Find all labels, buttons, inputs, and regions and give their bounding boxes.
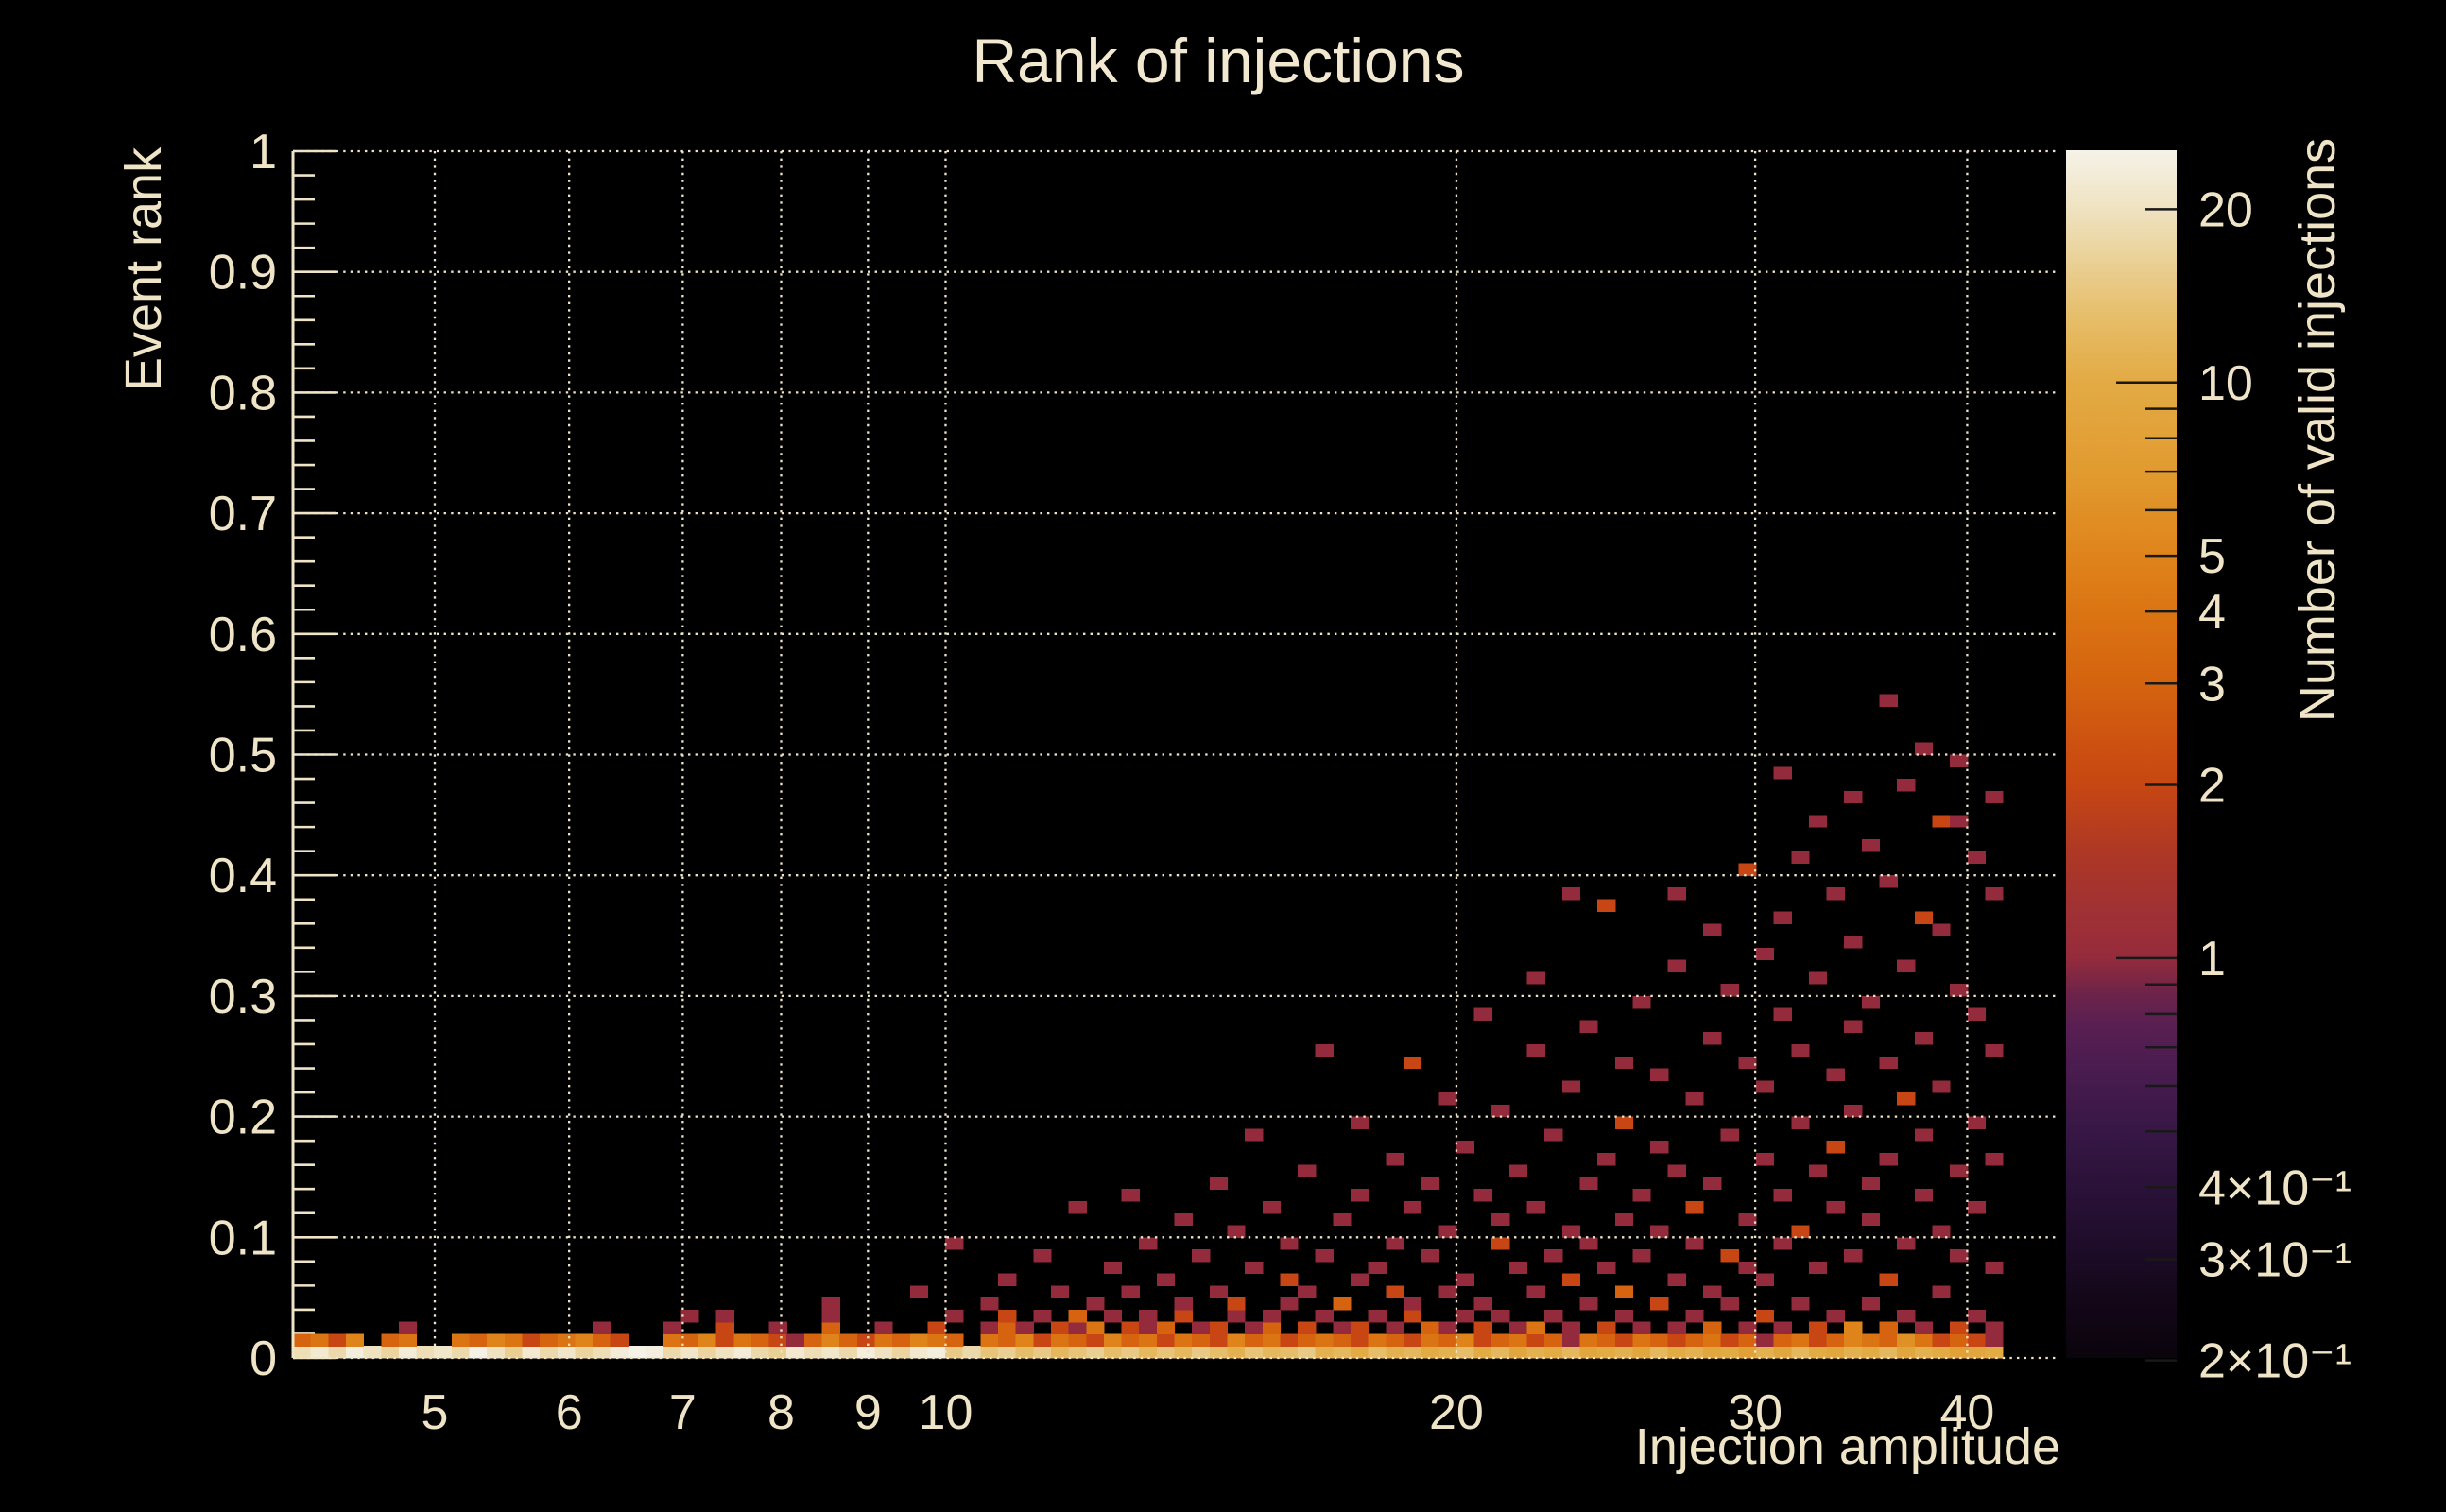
x-axis-title: Injection amplitude (1634, 1418, 2060, 1475)
x-tick-label: 40 (1940, 1385, 1995, 1440)
y-tick-label: 1 (250, 125, 277, 180)
x-tick-label: 6 (556, 1385, 583, 1440)
colorbar-title: Number of valid injections (2289, 137, 2346, 723)
colorbar-gradient (2066, 150, 2177, 1358)
x-tick-label: 9 (854, 1385, 882, 1440)
colorbar-tick-label: 3×10⁻¹ (2198, 1232, 2351, 1287)
y-tick-label: 0.4 (209, 849, 277, 903)
x-tick-label: 8 (767, 1385, 795, 1440)
x-tick-label: 10 (919, 1385, 973, 1440)
y-tick-label: 0.3 (209, 970, 277, 1024)
plot-title: Rank of injections (972, 26, 1465, 95)
colorbar-tick-label: 1 (2198, 932, 2226, 987)
y-tick-label: 0.9 (209, 246, 277, 301)
y-axis-title: Event rank (115, 146, 172, 392)
y-tick-labels: 0 0.1 0.2 0.3 0.4 0.5 0.6 0.7 0.8 0.9 1 (209, 125, 277, 1386)
heatmap-cells (293, 694, 2004, 1359)
grid-lines (293, 149, 2056, 1360)
y-tick-label: 0.7 (209, 487, 277, 541)
x-tick-label: 5 (422, 1385, 449, 1440)
colorbar-tick-label: 5 (2198, 529, 2226, 584)
colorbar-tick-labels: 20 10 54 3 2 1 4×10⁻¹ 3×10⁻¹ 2×10⁻¹ (2198, 182, 2351, 1388)
colorbar-tick-label: 3 (2198, 657, 2226, 712)
colorbar-tick-label: 2×10⁻¹ (2198, 1334, 2351, 1389)
y-tick-label: 0 (250, 1332, 277, 1386)
y-tick-label: 0.5 (209, 729, 277, 783)
x-tick-label: 30 (1728, 1385, 1783, 1440)
colorbar-tick-label: 4 (2198, 585, 2226, 640)
y-tick-label: 0.8 (209, 366, 277, 421)
colorbar-tick-label: 10 (2198, 356, 2253, 411)
x-tick-label: 20 (1429, 1385, 1484, 1440)
colorbar-tick-label: 20 (2198, 182, 2253, 237)
colorbar-ticks (2116, 208, 2177, 1362)
y-tick-label: 0.1 (209, 1211, 277, 1265)
x-tick-labels: 5 6 7 8 9 10 20 30 40 (422, 1385, 1995, 1440)
y-tick-label: 0.2 (209, 1091, 277, 1145)
colorbar-tick-label: 4×10⁻¹ (2198, 1160, 2351, 1215)
x-tick-label: 7 (669, 1385, 697, 1440)
y-tick-label: 0.6 (209, 608, 277, 662)
colorbar-tick-label: 2 (2198, 759, 2226, 814)
